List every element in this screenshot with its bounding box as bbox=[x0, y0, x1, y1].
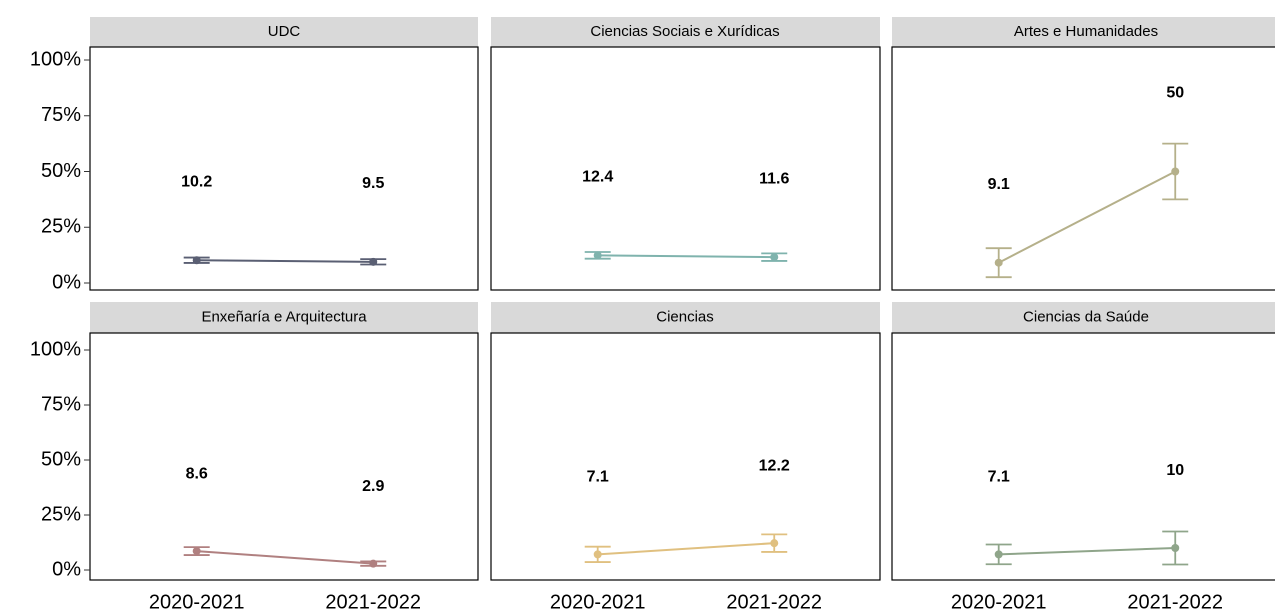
panel-title: UDC bbox=[268, 23, 301, 40]
panel bbox=[490, 46, 881, 291]
point bbox=[369, 257, 378, 266]
point bbox=[1171, 167, 1180, 176]
panel-title: Ciencias da Saúde bbox=[1023, 308, 1149, 325]
strip bbox=[90, 17, 478, 47]
panel bbox=[490, 332, 881, 581]
y-tick-label: 50% bbox=[41, 160, 81, 182]
data-label: 7.1 bbox=[988, 469, 1010, 486]
panel bbox=[89, 332, 479, 581]
strip bbox=[892, 17, 1275, 47]
x-tick-label: 2021-2022 bbox=[325, 591, 421, 613]
strip bbox=[491, 302, 880, 333]
line bbox=[196, 259, 374, 263]
x-tick-label: 2020-2021 bbox=[951, 591, 1047, 613]
y-tick-label: 75% bbox=[41, 393, 81, 415]
point bbox=[593, 550, 602, 559]
strip bbox=[892, 302, 1275, 333]
data-label: 11.6 bbox=[759, 170, 789, 187]
panel bbox=[891, 46, 1275, 291]
panel-title: Ciencias Sociais e Xurídicas bbox=[590, 23, 779, 40]
data-label: 10 bbox=[1166, 462, 1184, 479]
panel bbox=[891, 332, 1275, 581]
y-tick-label: 75% bbox=[41, 104, 81, 126]
strip bbox=[491, 17, 880, 47]
point bbox=[994, 258, 1003, 267]
point bbox=[593, 251, 602, 260]
line bbox=[998, 170, 1176, 264]
line bbox=[597, 542, 775, 556]
panel-title: Artes e Humanidades bbox=[1014, 23, 1158, 40]
data-label: 10.2 bbox=[181, 173, 212, 190]
data-label: 50 bbox=[1166, 85, 1184, 102]
panel-title: Ciencias bbox=[656, 308, 714, 325]
strip bbox=[90, 302, 478, 333]
y-tick-label: 25% bbox=[41, 503, 81, 525]
point bbox=[369, 559, 378, 568]
x-tick-label: 2021-2022 bbox=[1127, 591, 1223, 613]
point bbox=[770, 539, 779, 548]
line bbox=[597, 254, 775, 259]
line bbox=[196, 550, 374, 565]
data-label: 12.4 bbox=[582, 169, 613, 186]
y-tick-label: 0% bbox=[52, 558, 81, 580]
panel bbox=[89, 46, 479, 291]
data-label: 9.1 bbox=[988, 176, 1010, 193]
y-tick-label: 100% bbox=[30, 48, 81, 70]
point bbox=[770, 253, 779, 262]
data-label: 7.1 bbox=[587, 469, 609, 486]
point bbox=[1171, 544, 1180, 552]
panel-title: Enxeñaría e Arquitectura bbox=[201, 308, 367, 325]
y-tick-label: 100% bbox=[30, 338, 81, 360]
line bbox=[998, 547, 1176, 556]
x-tick-label: 2020-2021 bbox=[550, 591, 646, 613]
y-tick-label: 25% bbox=[41, 216, 81, 238]
data-label: 12.2 bbox=[759, 457, 790, 474]
y-tick-label: 50% bbox=[41, 448, 81, 470]
data-label: 9.5 bbox=[362, 175, 384, 192]
point bbox=[192, 547, 201, 556]
x-tick-label: 2021-2022 bbox=[726, 591, 822, 613]
point bbox=[192, 256, 201, 265]
point bbox=[994, 550, 1003, 559]
y-tick-label: 0% bbox=[52, 271, 81, 293]
data-label: 8.6 bbox=[186, 465, 208, 482]
data-label: 2.9 bbox=[362, 478, 384, 495]
x-tick-label: 2020-2021 bbox=[149, 591, 245, 613]
